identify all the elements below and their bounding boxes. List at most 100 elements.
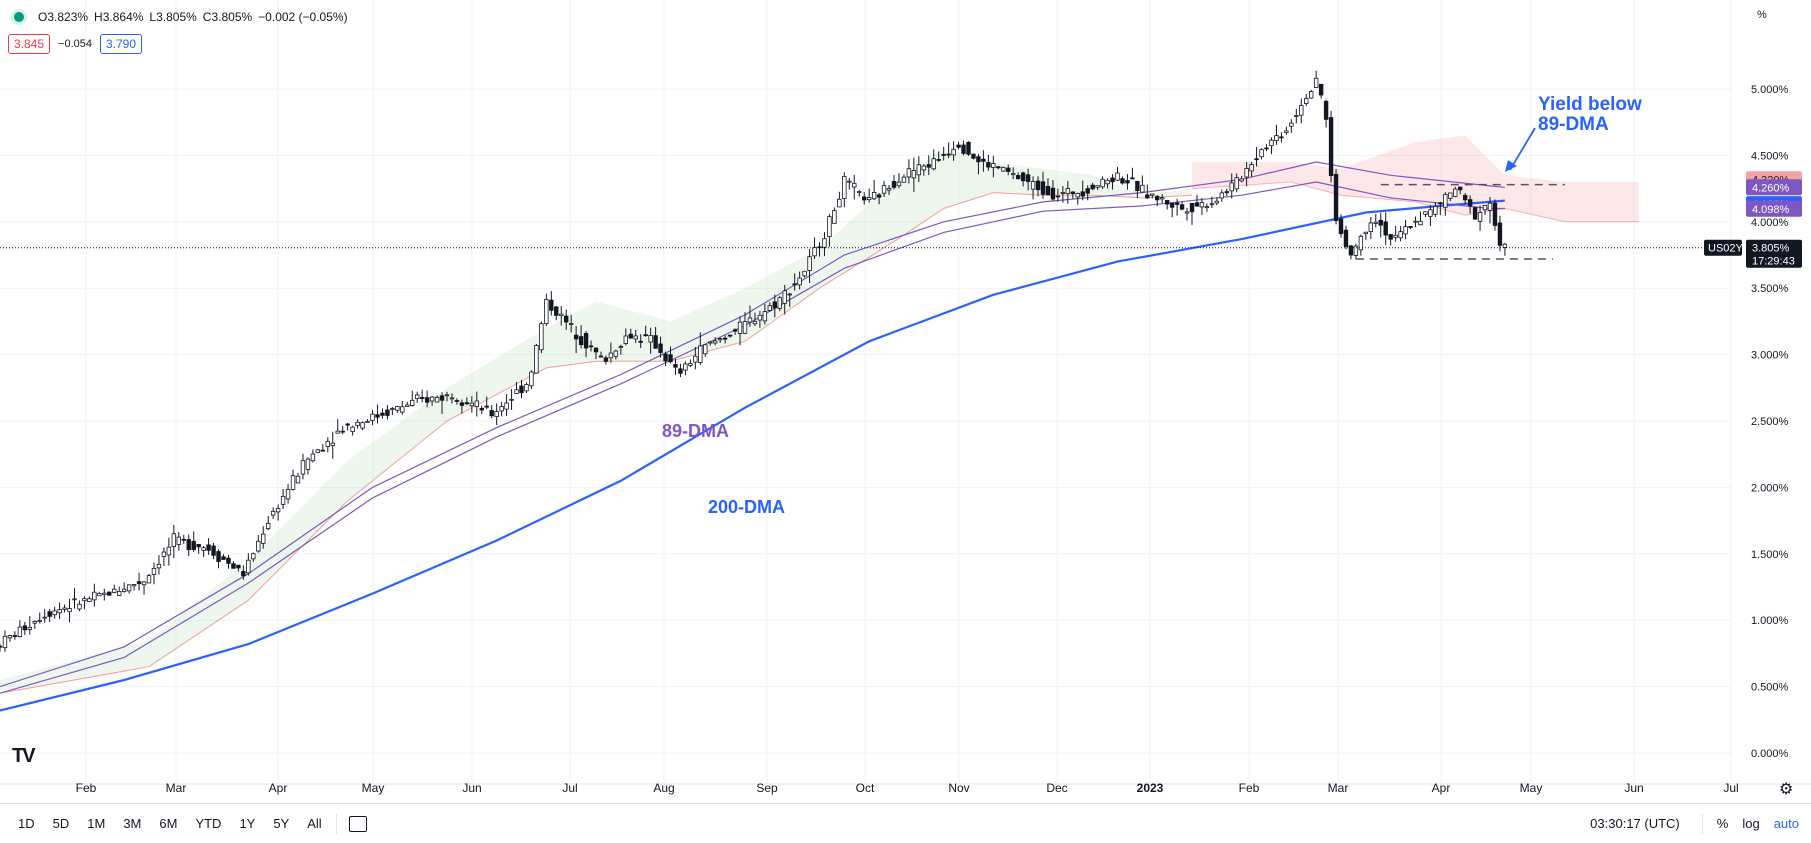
candle-body [598, 355, 604, 358]
time-tick-label: Mar [1328, 781, 1349, 795]
bid-price[interactable]: 3.845 [8, 34, 51, 54]
tradingview-logo-icon: TV [12, 745, 36, 767]
candle-body [1164, 200, 1170, 205]
candle-body [310, 453, 316, 462]
price-tick-label: 2.000% [1751, 482, 1789, 494]
candle-body [52, 610, 57, 616]
candle-body [653, 335, 658, 349]
candle [1155, 195, 1160, 207]
candle [698, 332, 703, 365]
candle [901, 174, 907, 183]
candle-body [792, 283, 797, 286]
candle [583, 331, 589, 358]
time-tick-label: Dec [1046, 781, 1067, 795]
range-1m[interactable]: 1M [87, 816, 106, 831]
candle [459, 399, 465, 414]
candle-body [1254, 158, 1259, 161]
candle-body [524, 384, 529, 392]
candle [1085, 185, 1090, 201]
divider [1701, 813, 1703, 834]
settings-gear-icon[interactable]: ⚙ [1779, 779, 1793, 798]
ma89-price-tag-text: 4.260% [1752, 182, 1790, 194]
candle [390, 407, 395, 416]
candle-body [275, 508, 281, 513]
candle-body [1055, 195, 1061, 198]
candle-body [47, 611, 52, 617]
range-5d[interactable]: 5D [52, 816, 70, 831]
candle [1244, 162, 1249, 187]
candle [822, 232, 827, 257]
ask-price[interactable]: 3.790 [99, 34, 143, 54]
candle-body [1358, 235, 1364, 251]
range-5y[interactable]: 5Y [273, 816, 290, 831]
candle-body [822, 238, 827, 248]
ma-fast-price-tag-text: 4.098% [1752, 204, 1790, 216]
percent-toggle[interactable]: % [1716, 816, 1729, 831]
candle-body [206, 544, 211, 551]
candle-body [1025, 174, 1031, 182]
candle [1164, 199, 1170, 210]
candle-body [82, 598, 87, 602]
candle [1323, 99, 1329, 128]
candle-body [1433, 206, 1438, 215]
auto-toggle[interactable]: auto [1773, 816, 1799, 831]
candle-body [1214, 200, 1220, 204]
candle-body [136, 581, 142, 585]
candle-body [1234, 177, 1239, 190]
candle-body [270, 510, 276, 516]
candle [151, 562, 157, 585]
time-axis: Feb Mar Apr May Jun Jul Aug Sep Oct Nov Dec 2023 Feb… [0, 779, 1811, 798]
candle [529, 370, 534, 390]
candle-body [1075, 192, 1080, 198]
candle [618, 344, 624, 355]
candle-body [1120, 178, 1125, 184]
candle-body [698, 345, 703, 363]
candle-body [1403, 226, 1408, 235]
candle-body [231, 563, 236, 569]
candle [1358, 234, 1364, 256]
candle [1294, 108, 1299, 124]
candle-body [335, 430, 340, 434]
candle-body [976, 156, 981, 163]
candle-body [608, 352, 614, 359]
candle [1462, 192, 1468, 205]
candle [236, 564, 241, 572]
range-all[interactable]: All [307, 816, 322, 831]
clock-time[interactable]: 03:30:17 (UTC) [1590, 816, 1680, 831]
candle-body [1462, 194, 1468, 201]
candle [1249, 161, 1254, 177]
candle-body [385, 409, 390, 416]
candle-body [459, 402, 465, 406]
candle-body [732, 329, 738, 332]
candle-body [12, 635, 18, 637]
last-price-text: 3.805% [1752, 243, 1790, 255]
time-tick-label: May [362, 781, 385, 795]
candle [623, 328, 628, 346]
candle-body [1169, 202, 1175, 208]
candle-body [1323, 100, 1329, 120]
candle-body [1309, 91, 1314, 99]
candle [1224, 188, 1229, 197]
candle-body [97, 593, 102, 597]
candle [991, 155, 996, 178]
candle [1413, 216, 1418, 228]
change-value: −0.002 (−0.05%) [258, 10, 348, 24]
time-tick-label: May [1520, 781, 1543, 795]
candle-body [961, 144, 966, 154]
candle [62, 604, 67, 613]
range-ytd[interactable]: YTD [195, 816, 222, 831]
candle-body [827, 216, 832, 237]
range-3m[interactable]: 3M [123, 816, 142, 831]
calendar-icon[interactable] [348, 815, 367, 832]
range-6m[interactable]: 6M [159, 816, 178, 831]
candle [981, 150, 986, 172]
candle-body [1289, 122, 1294, 127]
candle-body [1035, 180, 1041, 191]
log-toggle[interactable]: log [1742, 816, 1760, 831]
range-1y[interactable]: 1Y [239, 816, 256, 831]
candle [1006, 164, 1011, 176]
range-1d[interactable]: 1D [18, 816, 35, 831]
candle [857, 190, 862, 197]
candle-body [256, 540, 261, 552]
